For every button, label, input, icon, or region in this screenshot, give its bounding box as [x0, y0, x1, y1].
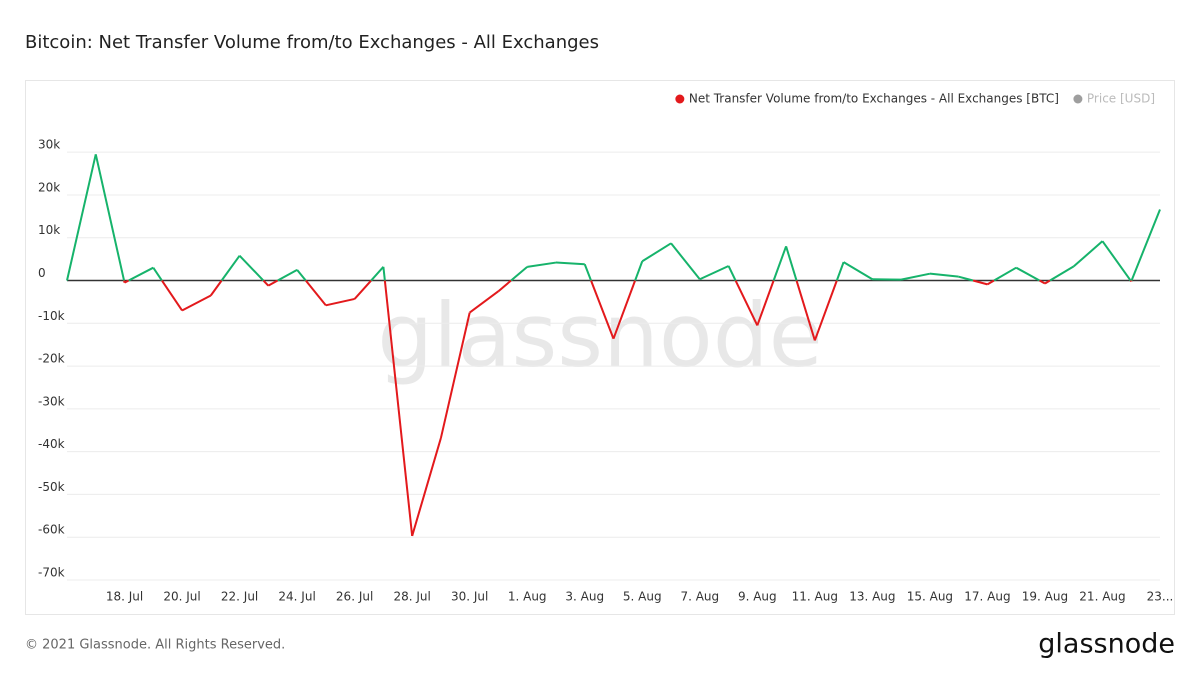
- watermark: glassnode: [377, 284, 823, 387]
- line-segment: [843, 261, 873, 281]
- x-tick-label: 19. Aug: [1022, 590, 1068, 604]
- line-segment: [439, 312, 471, 439]
- line-segment: [1073, 240, 1104, 268]
- line-segment: [277, 268, 298, 282]
- line-segment: [835, 261, 845, 281]
- y-tick-label: -30k: [38, 394, 65, 408]
- line-segment: [370, 266, 385, 282]
- x-tick-label: 23...: [1147, 590, 1174, 604]
- y-tick-label: -20k: [38, 352, 65, 366]
- line-segment: [795, 280, 816, 341]
- line-segment: [1049, 265, 1075, 282]
- footer: © 2021 Glassnode. All Rights Reserved.: [25, 638, 285, 653]
- legend-label: Net Transfer Volume from/to Exchanges - …: [689, 92, 1059, 106]
- line-segment: [497, 279, 512, 292]
- line-segment: [304, 279, 327, 306]
- y-tick-label: -60k: [38, 523, 65, 537]
- line-segment: [641, 242, 672, 263]
- line-segment: [325, 297, 355, 307]
- x-tick-label: 3. Aug: [565, 590, 604, 604]
- line-segment: [986, 279, 995, 286]
- line-segment: [152, 267, 163, 282]
- line-segment: [161, 279, 183, 312]
- line-segment: [238, 255, 265, 282]
- chart-title: Bitcoin: Net Transfer Volume from/to Exc…: [25, 32, 599, 53]
- line-segment: [612, 280, 637, 340]
- x-tick-label: 15. Aug: [907, 590, 953, 604]
- x-tick-label: 18. Jul: [106, 590, 143, 604]
- line-segment: [1039, 279, 1046, 285]
- line-segment: [262, 279, 270, 287]
- line-segment: [383, 280, 414, 537]
- line-segment: [124, 279, 130, 284]
- x-tick-label: 22. Jul: [221, 590, 258, 604]
- x-tick-label: 21. Aug: [1079, 590, 1125, 604]
- line-segment: [958, 275, 974, 282]
- line-segment: [670, 242, 701, 280]
- line-segment: [583, 263, 592, 281]
- line-segment: [181, 294, 212, 312]
- line-segment: [900, 272, 931, 281]
- x-tick-label: 24. Jul: [278, 590, 315, 604]
- x-tick-label: 26. Jul: [336, 590, 373, 604]
- line-segment: [785, 246, 798, 281]
- x-tick-label: 28. Jul: [393, 590, 430, 604]
- line-segment: [411, 437, 442, 537]
- line-segment: [1101, 240, 1132, 282]
- line-segment: [734, 280, 759, 326]
- x-tick-label: 5. Aug: [623, 590, 662, 604]
- line-segment: [66, 154, 97, 281]
- line-segment: [1015, 266, 1040, 282]
- line-segment: [772, 245, 788, 281]
- line-segment: [210, 279, 223, 297]
- legend-swatch: [1073, 94, 1083, 104]
- chart-frame: [25, 80, 1175, 615]
- line-segment: [972, 279, 988, 286]
- x-tick-label: 20. Jul: [163, 590, 200, 604]
- line-segment: [727, 265, 737, 281]
- line-segment: [267, 279, 279, 287]
- line-segment: [993, 266, 1017, 282]
- x-tick-label: 30. Jul: [451, 590, 488, 604]
- y-tick-label: -70k: [38, 566, 65, 580]
- y-tick-label: -50k: [38, 480, 65, 494]
- x-tick-label: 11. Aug: [792, 590, 838, 604]
- line-segment: [469, 290, 500, 314]
- y-tick-label: 0: [38, 266, 46, 280]
- line-segment: [353, 279, 372, 300]
- y-tick-label: 10k: [38, 223, 60, 237]
- line-segment: [1044, 279, 1051, 285]
- line-segment: [634, 260, 644, 281]
- y-tick-label: -40k: [38, 437, 65, 451]
- line-segment: [296, 269, 307, 282]
- line-segment: [527, 261, 557, 268]
- logo: glassnode: [1038, 629, 1175, 660]
- y-tick-label: 20k: [38, 180, 60, 194]
- line-segment: [699, 265, 729, 281]
- line-segment: [590, 280, 615, 340]
- line-segment: [128, 266, 154, 282]
- legend-label: Price [USD]: [1087, 92, 1155, 106]
- line-segment: [929, 272, 959, 278]
- line-segment: [220, 255, 241, 282]
- line-segment: [510, 266, 528, 282]
- line-segment: [94, 154, 126, 281]
- x-tick-label: 9. Aug: [738, 590, 777, 604]
- legend-swatch: [675, 94, 685, 104]
- line-segment: [382, 266, 386, 281]
- y-tick-label: 30k: [38, 138, 60, 152]
- line-segment: [555, 261, 585, 266]
- x-tick-label: 17. Aug: [964, 590, 1010, 604]
- y-tick-label: -10k: [38, 309, 65, 323]
- x-tick-label: 1. Aug: [508, 590, 547, 604]
- line-segment: [1130, 209, 1161, 281]
- x-tick-label: 13. Aug: [849, 590, 895, 604]
- line-segment: [813, 280, 838, 341]
- x-tick-label: 7. Aug: [680, 590, 719, 604]
- line-segment: [756, 280, 775, 326]
